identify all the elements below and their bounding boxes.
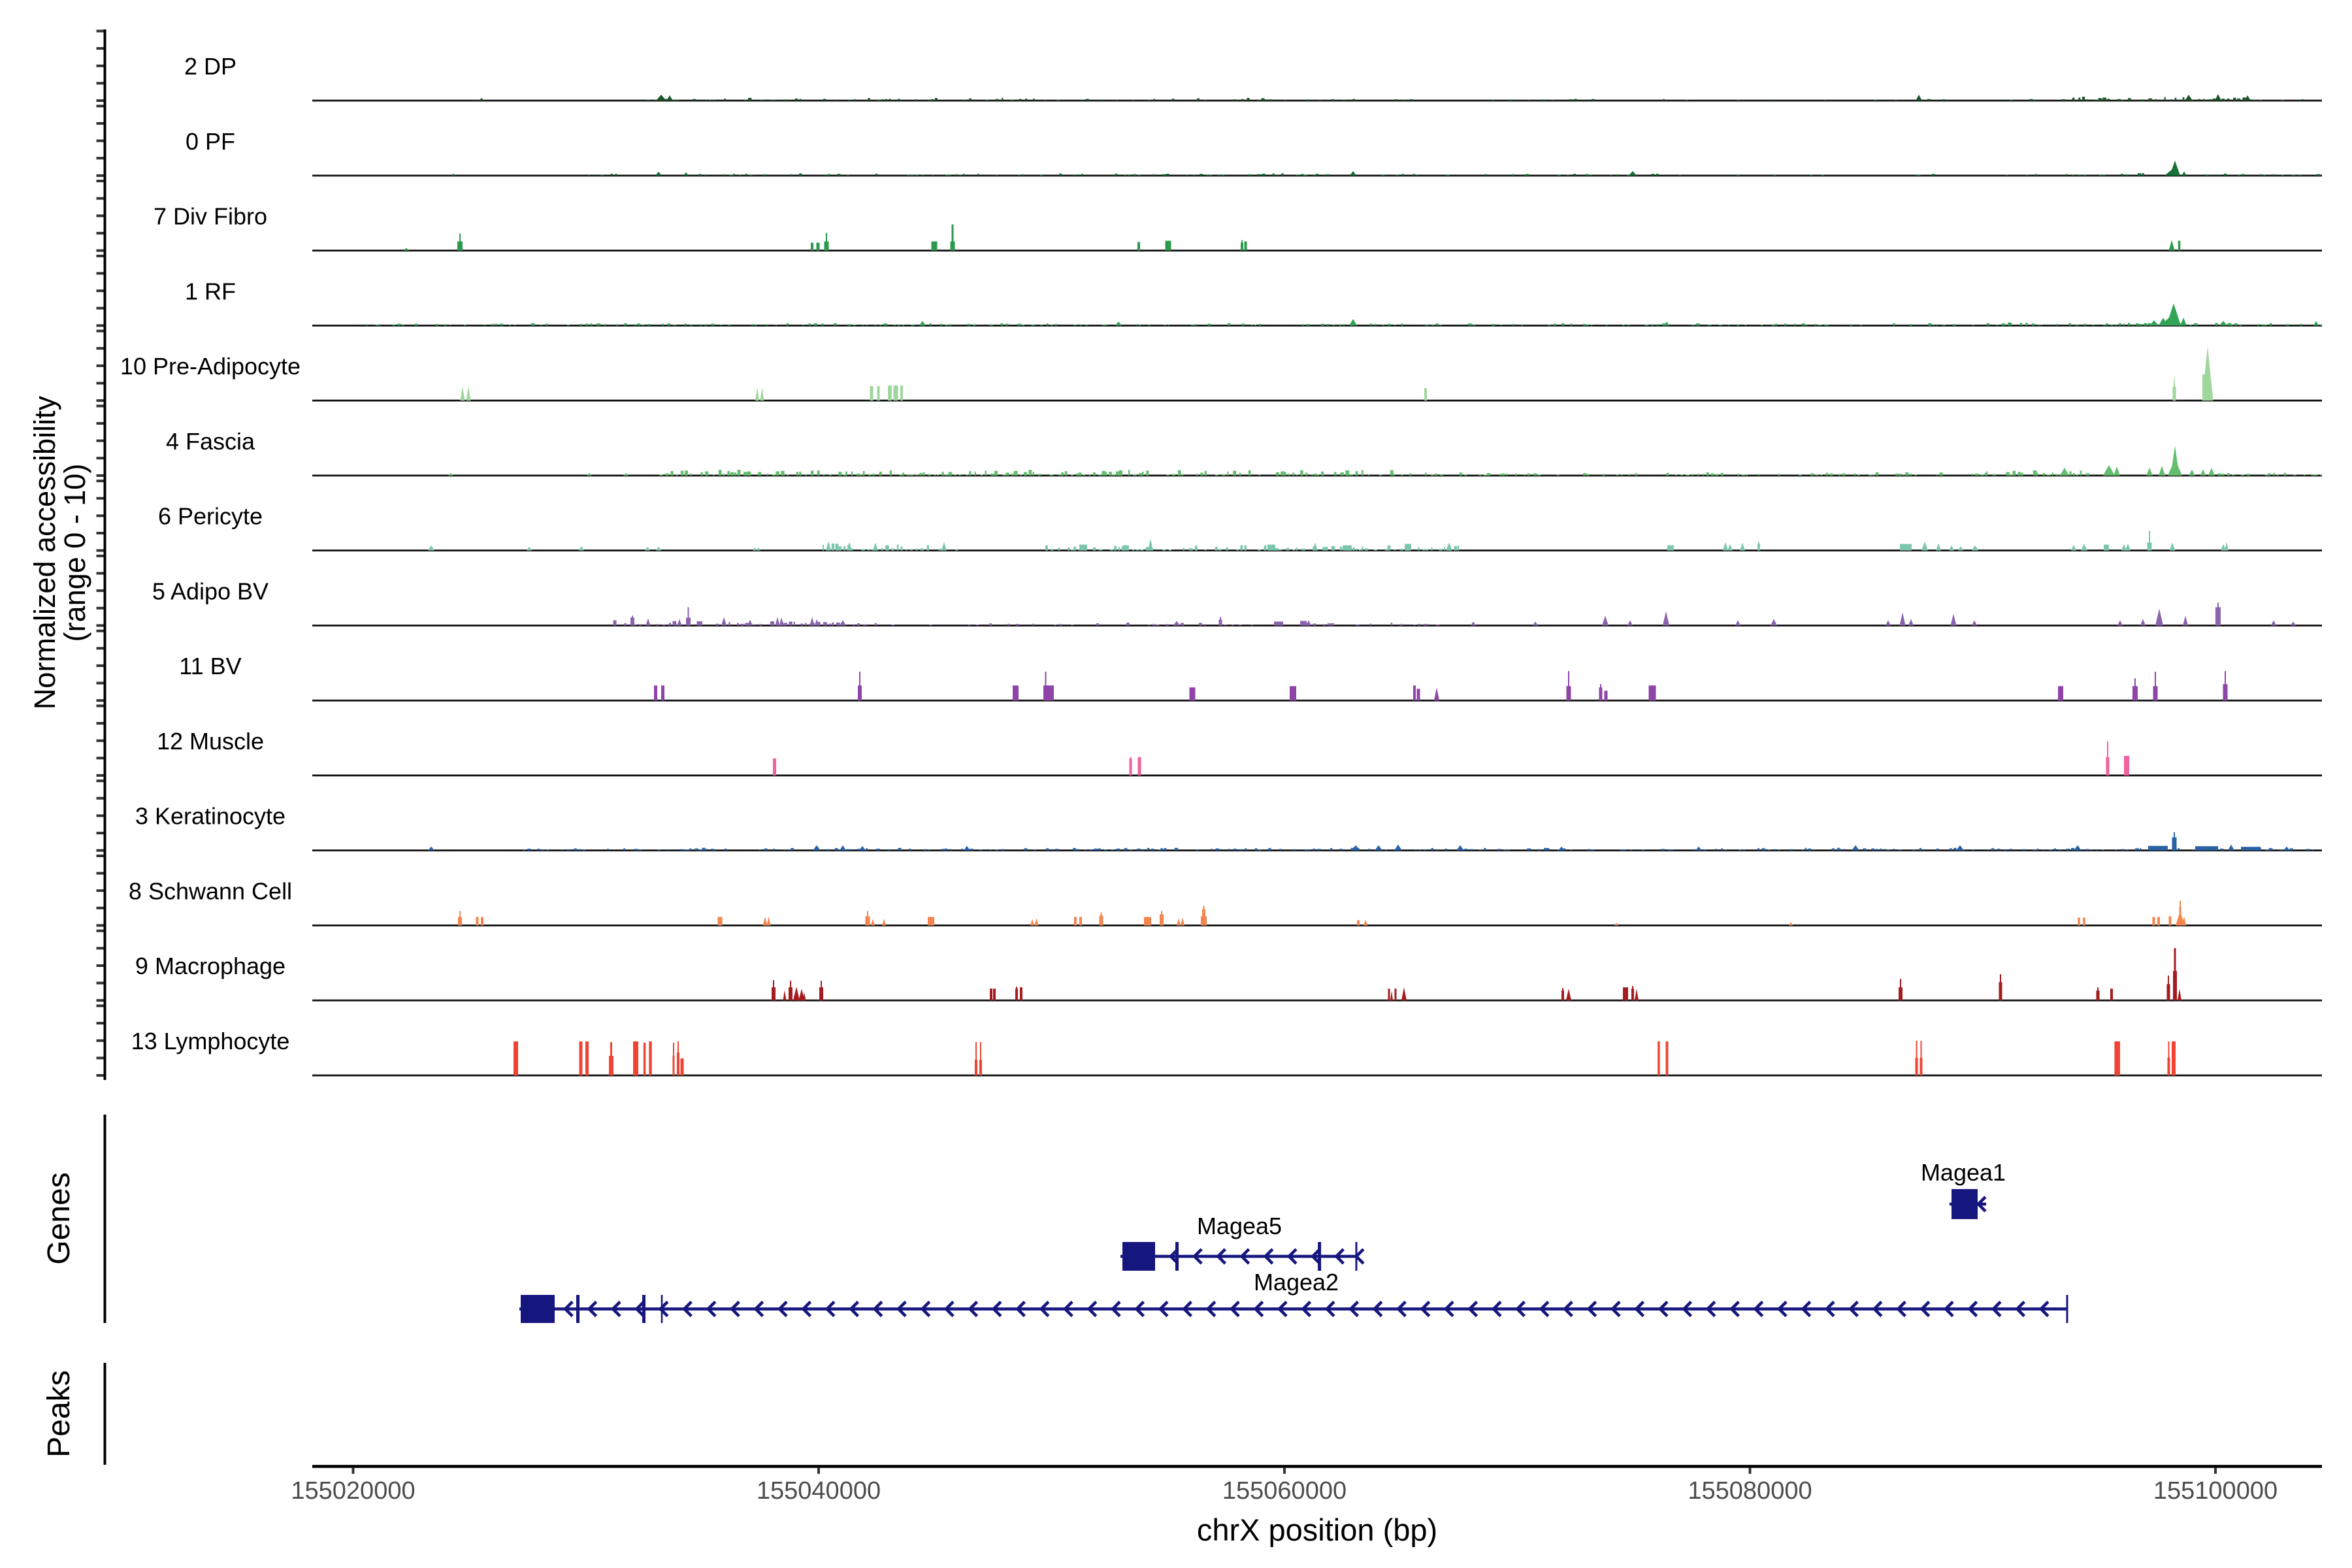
svg-text:4 Fascia: 4 Fascia [166,428,255,455]
svg-text:11 BV: 11 BV [179,653,241,679]
svg-text:Normalized accessibility: Normalized accessibility [28,395,61,710]
svg-text:Magea2: Magea2 [1254,1269,1339,1296]
svg-text:155040000: 155040000 [757,1477,881,1505]
svg-text:2 DP: 2 DP [184,53,237,80]
svg-text:(range 0 - 10): (range 0 - 10) [58,464,91,642]
svg-text:10 Pre-Adipocyte: 10 Pre-Adipocyte [120,353,301,380]
svg-text:13 Lymphocyte: 13 Lymphocyte [131,1028,290,1054]
svg-text:1 RF: 1 RF [185,278,236,304]
svg-text:155080000: 155080000 [1688,1477,1812,1505]
svg-text:155060000: 155060000 [1222,1477,1347,1505]
svg-text:155020000: 155020000 [291,1477,415,1505]
svg-text:3 Keratinocyte: 3 Keratinocyte [135,803,286,830]
svg-text:12 Muscle: 12 Muscle [157,728,264,755]
svg-text:Peaks: Peaks [42,1370,76,1457]
svg-text:9 Macrophage: 9 Macrophage [135,953,286,979]
svg-text:155100000: 155100000 [2153,1477,2278,1505]
svg-text:chrX position (bp): chrX position (bp) [1197,1512,1437,1547]
svg-text:Magea1: Magea1 [1921,1159,2006,1186]
svg-text:8 Schwann Cell: 8 Schwann Cell [129,877,292,904]
svg-text:Magea5: Magea5 [1197,1213,1282,1239]
svg-text:7 Div Fibro: 7 Div Fibro [154,203,267,230]
svg-text:0 PF: 0 PF [186,128,235,155]
svg-text:6 Pericyte: 6 Pericyte [158,503,263,530]
svg-text:5 Adipo BV: 5 Adipo BV [152,578,269,604]
svg-text:Genes: Genes [42,1172,76,1264]
